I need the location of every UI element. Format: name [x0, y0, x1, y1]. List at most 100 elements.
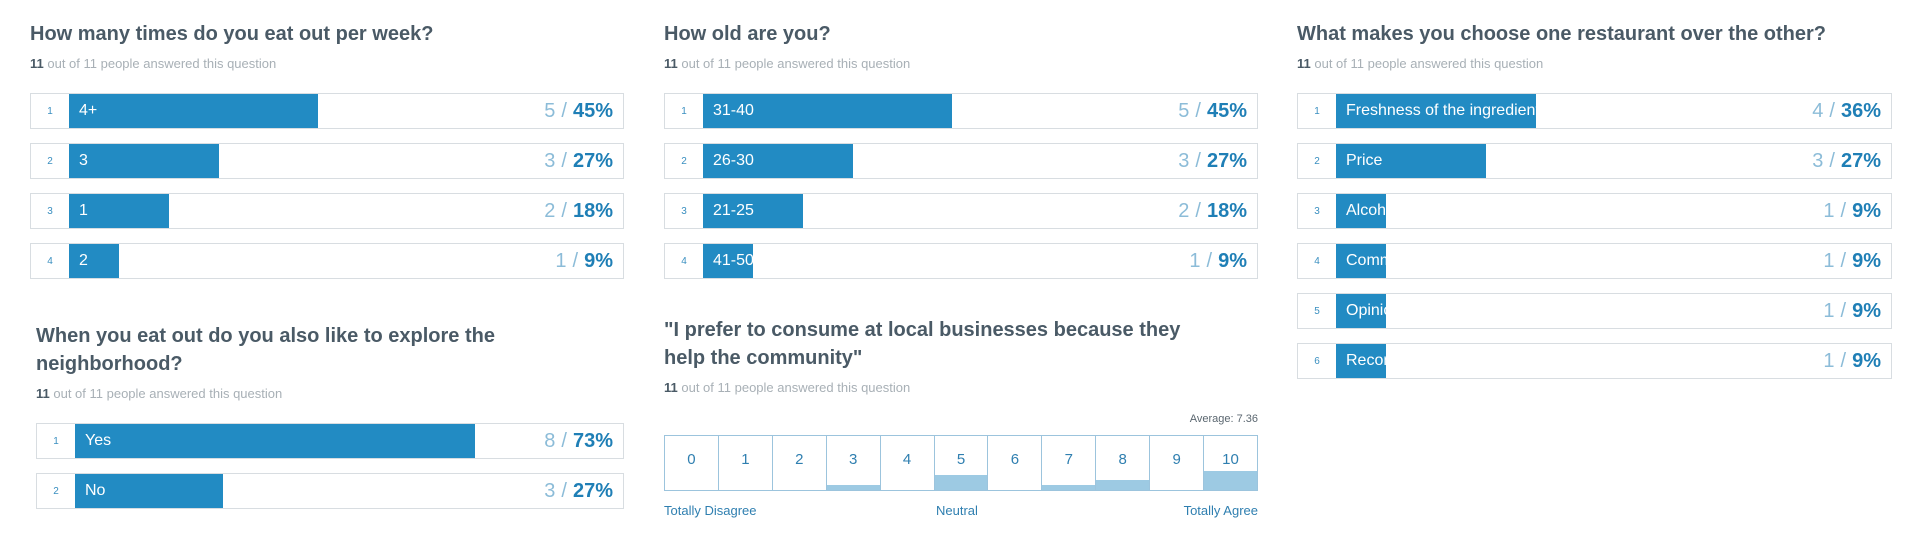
- answer-label: 41-50: [713, 252, 754, 269]
- scale-cell: 5: [933, 436, 988, 490]
- answer-label: Price: [1346, 152, 1383, 169]
- answer-value: 1/9%: [555, 244, 613, 278]
- scale-cell: 9: [1149, 436, 1203, 490]
- answer-bar: [69, 94, 319, 128]
- answer-bar: [703, 144, 853, 178]
- question-title: How old are you?: [664, 23, 831, 45]
- answer-row: 3 21-25 2/18%: [664, 193, 1258, 229]
- answer-value: 5/45%: [1178, 94, 1247, 128]
- answer-percent: 27%: [572, 149, 613, 172]
- scale-label-right: Totally Agree: [1183, 503, 1258, 518]
- value-separator: /: [1840, 199, 1847, 222]
- answer-value: 1/9%: [1189, 244, 1247, 278]
- value-separator: /: [1840, 249, 1847, 272]
- answer-rank: 2: [47, 155, 53, 167]
- value-separator: /: [561, 149, 567, 172]
- answer-percent: 9%: [1218, 249, 1247, 272]
- scale-number: 4: [902, 451, 912, 468]
- scale-cell: 1: [717, 436, 772, 490]
- scale-fill: [1096, 480, 1150, 490]
- answer-percent: 9%: [1852, 299, 1881, 322]
- scale-fill: [934, 475, 988, 490]
- answer-row: 1 Yes 8/73%: [36, 423, 624, 459]
- answer-value: 3/27%: [1178, 144, 1247, 178]
- question-local-businesses: "I prefer to consume at local businesses…: [664, 316, 1258, 523]
- value-separator: /: [1195, 99, 1201, 122]
- scale-label-left: Totally Disagree: [664, 503, 757, 518]
- answer-bar: [1336, 194, 1386, 228]
- bar-list: 1 31-40 5/45% 2 26-30 3/27% 3 21-25 2/18% 4 41-50 1…: [664, 93, 1258, 279]
- answer-row: 1 31-40 5/45%: [664, 93, 1258, 129]
- answer-bar: [69, 244, 119, 278]
- answer-row: 4 41-50 1/9%: [664, 243, 1258, 279]
- answer-label: 3: [79, 152, 88, 169]
- scale-number: 10: [1222, 451, 1239, 468]
- answered-count: 11 out of 11 people answered this questi…: [664, 380, 911, 395]
- answer-label: Commute time: [1346, 252, 1451, 269]
- answered-count: 11 out of 11 people answered this questi…: [1297, 56, 1544, 71]
- scale-cell: 7: [1041, 436, 1096, 490]
- answer-percent: 36%: [1840, 99, 1881, 122]
- answer-value: 4/36%: [1812, 94, 1881, 128]
- value-separator: /: [1195, 149, 1201, 172]
- answer-bar: [75, 424, 476, 458]
- answer-count: 1: [1823, 299, 1835, 322]
- answer-row: 4 2 1/9%: [30, 243, 624, 279]
- value-separator: /: [1840, 349, 1847, 372]
- answer-label: Yes: [85, 432, 112, 449]
- scale-number: 5: [956, 451, 966, 468]
- answer-percent: 9%: [1852, 349, 1881, 372]
- answer-rank: 2: [681, 155, 687, 167]
- scale-cell: 4: [879, 436, 934, 490]
- answer-percent: 9%: [1852, 249, 1881, 272]
- answer-value: 1/9%: [1823, 194, 1881, 228]
- answer-bar: [69, 144, 219, 178]
- answer-row: 3 Alcoholic choices 1/9%: [1297, 193, 1892, 229]
- answer-rank: 2: [1314, 155, 1320, 167]
- bar-list: 1 Yes 8/73% 2 No 3/27%: [36, 423, 624, 509]
- answer-value: 8/73%: [544, 424, 613, 458]
- value-separator: /: [1195, 199, 1201, 222]
- answer-percent: 45%: [1206, 99, 1247, 122]
- answer-value: 5/45%: [544, 94, 613, 128]
- scale-number: 2: [795, 451, 804, 468]
- answer-row: 2 3 3/27%: [30, 143, 624, 179]
- question-title: When you eat out do you also like to exp…: [36, 325, 495, 375]
- answer-label: Opinion from friends or family: [1346, 302, 1555, 319]
- bar-list: 1 4+ 5/45% 2 3 3/27% 3 1 2/18% 4 2 1/9%: [30, 93, 624, 279]
- answer-rank: 5: [1314, 305, 1320, 317]
- scale-cell: 8: [1095, 436, 1150, 490]
- answer-percent: 27%: [1206, 149, 1247, 172]
- scale-cell: 6: [987, 436, 1041, 490]
- answer-bar: [1336, 294, 1386, 328]
- question-eat-out-frequency: How many times do you eat out per week? …: [30, 20, 624, 293]
- answer-percent: 73%: [572, 429, 613, 452]
- answer-rank: 6: [1314, 355, 1320, 367]
- value-separator: /: [1840, 299, 1847, 322]
- answer-count: 2: [544, 199, 556, 222]
- answer-value: 2/18%: [1178, 194, 1247, 228]
- answer-count: 1: [1823, 199, 1835, 222]
- answer-bar: [1336, 94, 1536, 128]
- answer-count: 3: [544, 149, 556, 172]
- answer-bar: [703, 94, 953, 128]
- answer-count: 1: [1823, 349, 1835, 372]
- answer-rank: 4: [681, 255, 687, 267]
- scale-number: 3: [849, 451, 858, 468]
- answer-bar: [75, 474, 223, 508]
- answer-percent: 9%: [584, 249, 613, 272]
- answer-value: 1/9%: [1823, 244, 1881, 278]
- scale-fill: [826, 485, 880, 490]
- value-separator: /: [572, 249, 579, 272]
- answer-bar: [1336, 144, 1486, 178]
- answer-label: 4+: [79, 102, 98, 119]
- answer-row: 5 Opinion from friends or family 1/9%: [1297, 293, 1892, 329]
- answer-label: 31-40: [713, 102, 754, 119]
- answer-value: 1/9%: [1823, 294, 1881, 328]
- answer-bar: [703, 194, 803, 228]
- answer-rank: 2: [53, 485, 59, 497]
- answer-percent: 27%: [572, 479, 613, 502]
- answer-row: 1 4+ 5/45%: [30, 93, 624, 129]
- scale-number: 8: [1118, 451, 1127, 468]
- question-title: "I prefer to consume at local businesses…: [664, 319, 1181, 369]
